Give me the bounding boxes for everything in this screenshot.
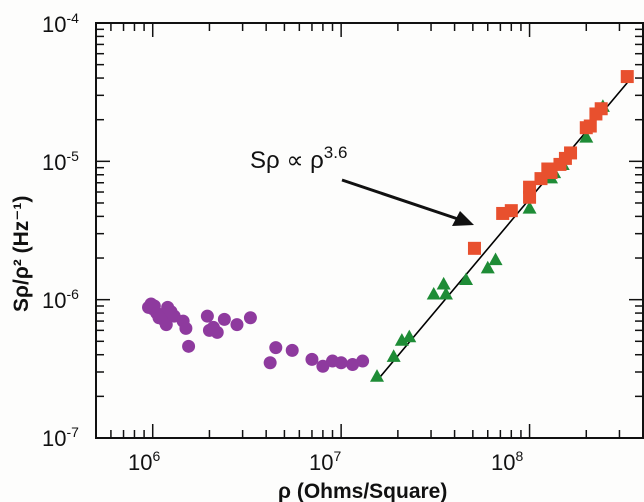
circle-marker <box>179 321 193 335</box>
triangle-marker <box>522 200 537 214</box>
circle-marker <box>316 359 330 373</box>
annotation-exponent: 3.6 <box>324 143 348 162</box>
data-markers <box>142 70 634 382</box>
axis-ticks <box>95 22 644 439</box>
circle-marker <box>356 354 370 368</box>
annotation-arrow <box>341 178 474 226</box>
circle-marker <box>269 341 283 355</box>
triangle-marker <box>438 286 453 300</box>
circle-marker <box>285 343 299 357</box>
triangle-marker <box>488 252 503 266</box>
circle-marker <box>243 311 257 325</box>
circle-marker <box>217 312 231 326</box>
triangle-marker <box>480 260 495 274</box>
y-tick-label: 10-6 <box>42 286 79 313</box>
y-axis-title: Sρ/ρ² (Hz⁻¹) <box>10 196 33 312</box>
circle-marker <box>263 356 277 370</box>
circle-marker <box>159 318 173 332</box>
triangle-marker <box>386 349 401 362</box>
triangle-marker <box>436 276 451 290</box>
y-tick-labels: 10-7 10-6 10-5 10-4 <box>42 10 79 451</box>
x-axis-title: ρ (Ohms/Square) <box>278 480 447 502</box>
circle-marker <box>230 318 244 332</box>
circle-marker <box>200 309 214 323</box>
x-tick-label: 106 <box>128 448 160 475</box>
square-marker <box>523 180 537 194</box>
plot-frame <box>95 22 644 439</box>
square-marker <box>504 204 518 218</box>
square-marker <box>583 119 597 133</box>
triangle-marker <box>402 329 417 343</box>
square-marker <box>620 70 634 84</box>
annotation-base: Sρ ∝ ρ <box>250 147 324 174</box>
circle-marker <box>210 325 224 339</box>
circle-marker <box>334 356 348 370</box>
square-marker <box>564 146 578 160</box>
annotation-text: Sρ ∝ ρ3.6 <box>250 143 347 174</box>
square-marker <box>523 190 537 204</box>
triangle-marker <box>370 369 385 382</box>
triangle-marker <box>426 286 441 300</box>
circle-marker <box>346 357 360 371</box>
y-tick-label: 10-7 <box>42 424 79 451</box>
triangle-marker <box>459 272 474 286</box>
y-tick-label: 10-5 <box>42 148 79 175</box>
x-tick-label: 108 <box>491 448 523 475</box>
square-marker <box>467 241 481 255</box>
y-tick-label: 10-4 <box>42 10 79 37</box>
circle-marker <box>182 339 196 353</box>
x-tick-labels: 106 107 108 <box>128 448 523 475</box>
circle-marker <box>305 352 319 366</box>
triangle-marker <box>579 129 594 143</box>
x-tick-label: 107 <box>309 448 341 475</box>
square-marker <box>594 102 608 116</box>
triangle-marker <box>394 333 409 346</box>
